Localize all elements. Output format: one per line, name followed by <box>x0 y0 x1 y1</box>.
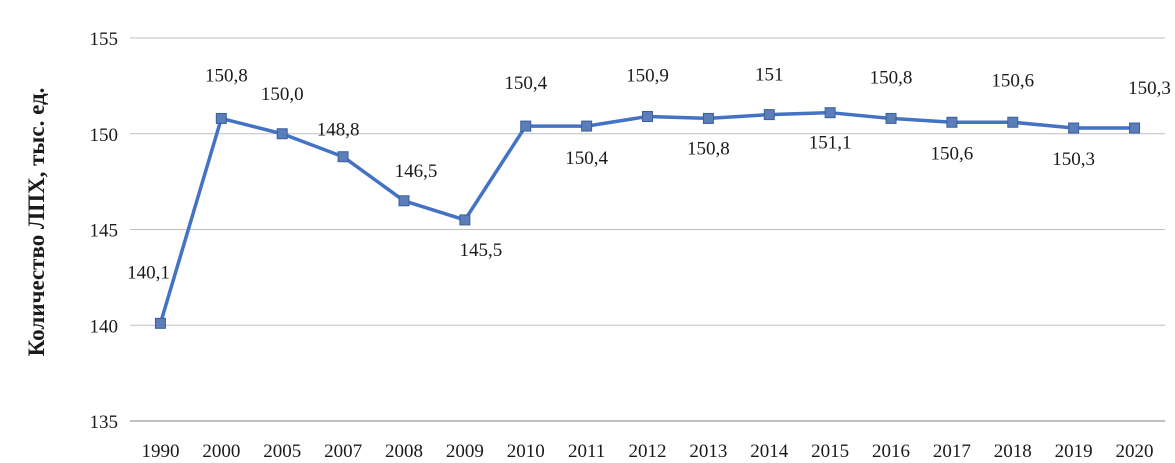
y-tick-label: 150 <box>90 125 119 146</box>
x-tick-label: 2008 <box>385 441 423 462</box>
x-tick-label: 2009 <box>446 441 484 462</box>
x-tick-label: 2015 <box>811 441 849 462</box>
y-axis-ticks: 135 140 145 150 155 <box>90 29 119 433</box>
series-line <box>158 110 1135 324</box>
data-point <box>763 109 775 121</box>
data-point <box>1129 122 1141 134</box>
data-point <box>946 116 958 128</box>
data-point <box>276 128 288 140</box>
gridlines <box>130 37 1165 422</box>
data-label: 150,9 <box>626 66 669 87</box>
data-label: 151,1 <box>809 133 852 154</box>
x-tick-label: 2012 <box>629 441 667 462</box>
data-label: 150,8 <box>687 138 730 159</box>
data-label: 150,8 <box>205 65 248 86</box>
x-tick-label: 2007 <box>324 441 362 462</box>
x-tick-label: 1990 <box>141 441 179 462</box>
x-tick-label: 2016 <box>872 441 910 462</box>
data-label: 150,4 <box>565 148 608 169</box>
data-point <box>885 112 897 124</box>
x-tick-label: 2000 <box>202 441 240 462</box>
data-point <box>215 112 227 124</box>
data-point <box>459 214 471 226</box>
x-axis-ticks: 1990 2000 2005 2007 2008 2009 2010 2011 2012 2013… <box>141 441 1153 462</box>
data-label: 150,3 <box>1052 149 1095 170</box>
data-label: 150,3 <box>1128 78 1171 99</box>
data-label: 148,8 <box>317 120 360 141</box>
data-label: 146,5 <box>395 161 438 182</box>
x-tick-label: 2011 <box>568 441 605 462</box>
y-axis-label: Количество ЛПХ, тыс. ед. <box>24 88 49 357</box>
x-tick-label: 2005 <box>263 441 301 462</box>
y-tick-label: 135 <box>90 412 119 433</box>
series-polyline <box>158 110 1135 324</box>
data-point <box>337 151 349 163</box>
data-point <box>520 120 532 132</box>
data-point <box>581 120 593 132</box>
data-point <box>642 111 653 123</box>
data-point <box>154 317 166 329</box>
x-tick-label: 2013 <box>689 441 727 462</box>
data-point <box>702 112 714 124</box>
data-point <box>1007 116 1019 128</box>
data-point <box>398 195 410 207</box>
x-tick-label: 2010 <box>507 441 545 462</box>
data-label: 145,5 <box>459 240 502 261</box>
x-tick-label: 2017 <box>933 441 971 462</box>
x-tick-label: 2018 <box>994 441 1032 462</box>
x-tick-label: 2020 <box>1116 441 1154 462</box>
x-tick-label: 2014 <box>750 441 789 462</box>
y-tick-label: 145 <box>90 221 119 242</box>
y-tick-label: 140 <box>90 316 119 337</box>
x-tick-label: 2019 <box>1055 441 1093 462</box>
data-label: 150,4 <box>504 73 547 94</box>
data-label: 140,1 <box>127 262 170 283</box>
data-label: 150,6 <box>991 70 1034 91</box>
data-labels: 140,1 150,8 150,0 148,8 146,5 145,5 150,4 150,4… <box>127 65 1171 284</box>
data-label: 150,8 <box>870 67 913 88</box>
y-tick-label: 155 <box>90 29 119 50</box>
data-label: 150,6 <box>931 143 974 164</box>
data-label: 150,0 <box>261 84 304 105</box>
data-label: 151 <box>755 65 784 86</box>
data-point <box>1068 122 1080 134</box>
series-markers <box>154 107 1141 329</box>
data-point <box>824 107 836 119</box>
